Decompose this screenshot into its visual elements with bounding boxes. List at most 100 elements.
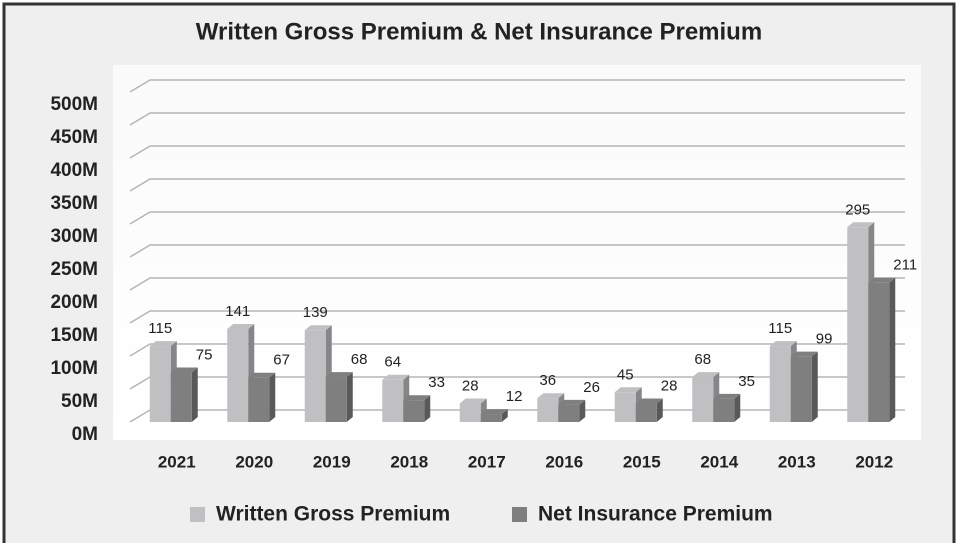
grid-line [129,277,905,291]
legend-label: Net Insurance Premium [538,503,773,526]
bar-face [713,393,741,399]
grid-line [129,343,905,357]
y-tick-label: 200M [50,292,98,313]
bar-face [790,356,812,422]
data-label: 115 [768,320,792,337]
bar-face [579,399,586,422]
bar-face [149,341,177,347]
bar-face [811,351,818,422]
y-tick-label: 50M [61,391,98,412]
x-tick-label: 2015 [623,452,661,471]
data-label: 211 [893,257,917,274]
bar-face [170,367,198,373]
bar [790,351,818,422]
data-label: 67 [273,352,290,369]
y-tick-label: 300M [50,226,98,247]
data-label: 139 [303,304,328,321]
bar-face [248,372,276,378]
bar [403,395,431,422]
x-tick-label: 2013 [778,452,816,471]
bar-face [480,409,508,415]
bar-face [269,372,276,422]
bar-face [734,393,741,422]
bar-face [635,398,663,404]
grid-line [129,112,905,126]
bar-face [170,372,192,422]
bar-face [692,372,720,378]
data-label: 68 [351,351,368,368]
bar-face [558,399,586,405]
bar [713,393,741,422]
bar-face [558,404,580,422]
bar-face [692,377,714,422]
bar-face [614,392,636,422]
bar-face [382,379,404,422]
x-tick-label: 2017 [468,452,506,471]
bar-face [325,372,353,378]
bar-face [248,377,270,422]
chart-title: Written Gross Premium & Net Insurance Pr… [196,18,762,45]
bar-face [346,372,353,422]
bar-face [480,414,502,422]
bar [635,398,663,422]
grid-line [129,310,905,324]
x-tick-label: 2012 [855,452,893,471]
data-label: 28 [661,377,678,394]
bar-face [889,277,896,422]
y-tick-label: 450M [50,127,98,148]
data-label: 64 [384,354,401,371]
bar-face [847,227,869,422]
bar-face [656,398,663,422]
y-tick-label: 100M [50,358,98,379]
bar-face [537,393,565,399]
data-label: 115 [148,320,172,337]
grid-line [129,145,905,159]
bar-face [790,351,818,357]
bar-face [304,325,332,331]
bar [480,409,508,422]
bar-face [459,403,481,422]
bar [558,399,586,422]
x-tick-label: 2018 [390,452,428,471]
bar-face [424,395,431,422]
bar-face [403,400,425,422]
bar [325,372,353,422]
data-label: 45 [617,366,634,383]
x-tick-label: 2021 [158,452,196,471]
y-tick-label: 150M [50,325,98,346]
bar [868,277,896,422]
y-tick-label: 500M [50,94,98,115]
x-tick-label: 2020 [235,452,273,471]
bar-face [868,282,890,422]
data-label: 295 [845,201,870,218]
grid-line [129,79,905,93]
bar-face [868,277,896,283]
bar-face [769,341,797,347]
data-label: 75 [196,346,213,363]
grid-line [129,211,905,225]
data-label: 141 [225,303,250,320]
x-tick-label: 2019 [313,452,351,471]
data-label: 12 [506,388,523,405]
bar-face [304,330,326,422]
bar-face [403,395,431,401]
grid-line [129,244,905,258]
y-tick-label: 0M [72,424,98,445]
data-label: 35 [738,373,755,390]
bar-face [713,398,735,422]
bar-face [501,409,508,422]
data-label: 33 [428,374,445,391]
data-label: 99 [816,331,833,348]
bar-face [325,377,347,422]
bar-face [537,398,559,422]
bar-face [227,323,255,329]
bar-face [149,346,171,422]
bar-face [191,367,198,422]
data-label: 28 [462,377,479,394]
bar [248,372,276,422]
bar [170,367,198,422]
bar-face [847,222,875,228]
data-label: 26 [583,379,600,396]
y-tick-label: 250M [50,259,98,280]
